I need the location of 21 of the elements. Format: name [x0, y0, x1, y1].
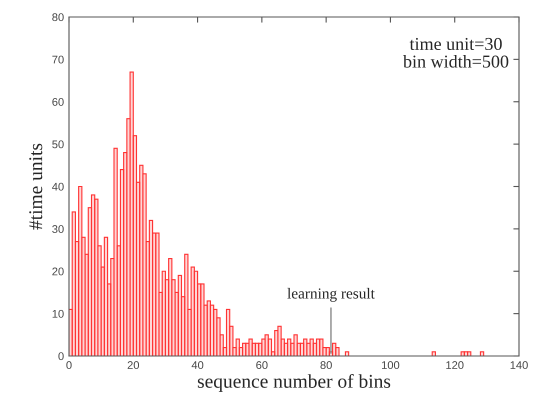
annotation: time unit=30 bin width=500 [403, 38, 508, 68]
y-tick-label: 20 [52, 268, 64, 276]
x-tick-label: 100 [382, 361, 400, 370]
x-tick-label: 80 [320, 361, 332, 370]
y-tick-label: 50 [52, 140, 64, 148]
y-tick-label: 40 [52, 182, 64, 191]
x-tick-label: 0 [66, 361, 72, 370]
y-axis-title: #time units [29, 144, 42, 230]
annotation: learning result [287, 288, 375, 302]
y-tick-label: 0 [58, 352, 64, 360]
y-tick-label: 70 [52, 56, 64, 64]
y-tick-label: 30 [52, 225, 64, 234]
y-tick-label: 10 [52, 310, 64, 318]
x-tick-label: 40 [192, 361, 204, 370]
x-tick-label: 20 [128, 361, 140, 370]
x-tick-label: 60 [256, 361, 268, 370]
x-tick-label: 140 [510, 361, 528, 370]
y-tick-label: 60 [52, 98, 64, 106]
x-tick-label: 120 [446, 361, 464, 370]
y-tick-label: 80 [52, 13, 64, 22]
x-axis-title: sequence number of bins [198, 374, 390, 392]
